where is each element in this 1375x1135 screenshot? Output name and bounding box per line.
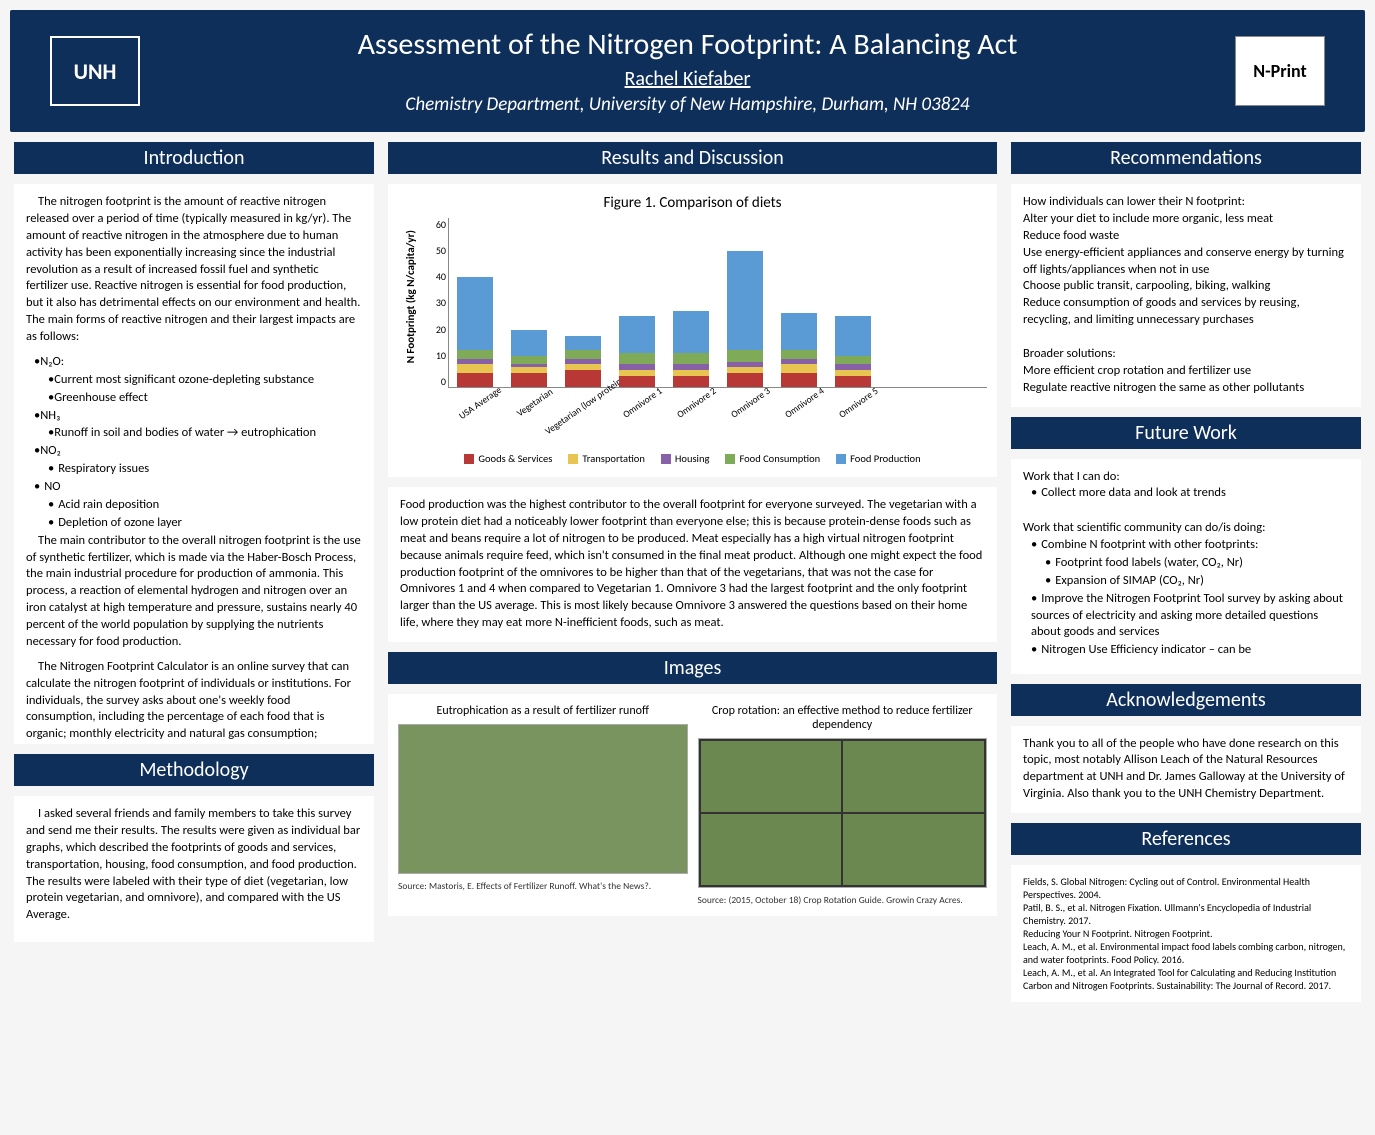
columns: Introduction The nitrogen footprint is t… — [0, 142, 1375, 1127]
y-axis-ticks: 0102030405060 — [430, 218, 446, 388]
rec-4: Choose public transit, carpooling, bikin… — [1023, 278, 1349, 295]
refs-heading: References — [1011, 823, 1361, 855]
no2-1: Respiratory issues — [48, 461, 362, 478]
results-text: Food production was the highest contribu… — [400, 497, 982, 630]
future-2a: Footprint food labels (water, CO₂, Nr) — [1045, 555, 1349, 572]
affiliation: Chemistry Department, University of New … — [358, 93, 1018, 116]
left-column: Introduction The nitrogen footprint is t… — [14, 142, 374, 1127]
bar-3: Omnivore 1 — [619, 316, 655, 387]
intro-list: •N₂O: •Current most significant ozone-de… — [26, 354, 362, 532]
bar-6: Omnivore 4 — [781, 313, 817, 387]
n2o-label: •N₂O: — [34, 354, 362, 371]
nh3-label: •NH₃ — [34, 408, 362, 425]
right-column: Recommendations How individuals can lowe… — [1011, 142, 1361, 1127]
chart-legend: Goods & ServicesTransportationHousingFoo… — [398, 448, 987, 473]
uni-logo: UNH — [50, 36, 140, 106]
rec-5: Reduce consumption of goods and services… — [1023, 295, 1349, 329]
methods-heading: Methodology — [14, 754, 374, 786]
image-right-source: Source: (2015, October 18) Crop Rotation… — [698, 894, 988, 906]
title-bar: UNH Assessment of the Nitrogen Footprint… — [10, 10, 1365, 132]
bar-chart: N Footpringt (kg N/capita/yr) 0102030405… — [398, 218, 987, 448]
future-2b: Expansion of SIMAP (CO₂, Nr) — [1045, 573, 1349, 590]
intro-panel: The nitrogen footprint is the amount of … — [14, 184, 374, 744]
image-right-caption: Crop rotation: an effective method to re… — [698, 704, 988, 732]
bar-7: Omnivore 5 — [835, 316, 871, 387]
ref-1: Fields, S. Global Nitrogen: Cycling out … — [1023, 875, 1349, 901]
future-heading: Future Work — [1011, 417, 1361, 449]
no2-label: •NO₂ — [34, 443, 362, 460]
poster-title: Assessment of the Nitrogen Footprint: A … — [358, 26, 1018, 63]
bar-0: USA Average — [457, 277, 493, 387]
image-left-source: Source: Mastoris, E. Effects of Fertiliz… — [398, 880, 688, 892]
recs-heading: Recommendations — [1011, 142, 1361, 174]
nprint-logo: N-Print — [1235, 36, 1325, 106]
ack-heading: Acknowledgements — [1011, 684, 1361, 716]
future-4: Nitrogen Use Efficiency indicator – can … — [1031, 642, 1349, 659]
future-intro1: Work that I can do: — [1023, 469, 1349, 486]
no-2: Depletion of ozone layer — [48, 515, 362, 532]
image-left: Eutrophication as a result of fertilizer… — [398, 704, 688, 906]
chart-title: Figure 1. Comparison of diets — [398, 194, 987, 212]
bars-container: USA Average Vegetarian Vegetarian (low pro… — [448, 218, 987, 388]
ref-5: Leach, A. M., et al. An Integrated Tool … — [1023, 966, 1349, 992]
images-panel: Eutrophication as a result of fertilizer… — [388, 694, 997, 916]
future-1: Collect more data and look at trends — [1031, 485, 1349, 502]
intro-p3: The Nitrogen Footprint Calculator is an … — [26, 659, 362, 744]
image-left-caption: Eutrophication as a result of fertilizer… — [398, 704, 688, 718]
recs-intro: How individuals can lower their N footpr… — [1023, 194, 1349, 211]
rec-3: Use energy-efficient appliances and cons… — [1023, 245, 1349, 279]
no-label: NO — [34, 479, 362, 496]
ref-4: Leach, A. M., et al. Environmental impac… — [1023, 940, 1349, 966]
bar-5: Omnivore 3 — [727, 251, 763, 387]
results-text-panel: Food production was the highest contribu… — [388, 487, 997, 642]
bar-1: Vegetarian — [511, 330, 547, 387]
n2o-2: •Greenhouse effect — [48, 390, 362, 407]
title-text: Assessment of the Nitrogen Footprint: A … — [358, 26, 1018, 116]
results-heading: Results and Discussion — [388, 142, 997, 174]
future-intro2: Work that scientific community can do/is… — [1023, 520, 1349, 537]
ref-2: Patil, B. S., et al. Nitrogen Fixation. … — [1023, 901, 1349, 927]
no-1: Acid rain deposition — [48, 497, 362, 514]
intro-p2: The main contributor to the overall nitr… — [26, 533, 362, 651]
intro-p1: The nitrogen footprint is the amount of … — [26, 194, 362, 346]
ack-text: Thank you to all of the people who have … — [1023, 736, 1345, 802]
bar-4: Omnivore 2 — [673, 311, 709, 387]
methods-panel: I asked several friends and family membe… — [14, 796, 374, 942]
future-3: Improve the Nitrogen Footprint Tool surv… — [1031, 591, 1349, 642]
future-2: Combine N footprint with other footprint… — [1031, 537, 1349, 554]
bar-2: Vegetarian (low protein) — [565, 336, 601, 387]
author-name: Rachel Kiefaber — [358, 67, 1018, 91]
broad-1: More efficient crop rotation and fertili… — [1023, 363, 1349, 380]
poster: UNH Assessment of the Nitrogen Footprint… — [0, 10, 1375, 1135]
middle-column: Results and Discussion Figure 1. Compari… — [388, 142, 997, 1127]
chart-panel: Figure 1. Comparison of diets N Footprin… — [388, 184, 997, 477]
broad-2: Regulate reactive nitrogen the same as o… — [1023, 380, 1349, 397]
rec-2: Reduce food waste — [1023, 228, 1349, 245]
images-heading: Images — [388, 652, 997, 684]
image-right: Crop rotation: an effective method to re… — [698, 704, 988, 906]
eutrophication-image — [398, 724, 688, 874]
methods-p1: I asked several friends and family membe… — [26, 806, 362, 924]
future-panel: Work that I can do: Collect more data an… — [1011, 459, 1361, 674]
ack-panel: Thank you to all of the people who have … — [1011, 726, 1361, 814]
n2o-1: •Current most significant ozone-depletin… — [48, 372, 362, 389]
intro-heading: Introduction — [14, 142, 374, 174]
nh3-1: •Runoff in soil and bodies of water → eu… — [48, 425, 362, 442]
ref-3: Reducing Your N Footprint. Nitrogen Foot… — [1023, 927, 1349, 940]
crop-rotation-image — [698, 738, 988, 888]
recs-broad-intro: Broader solutions: — [1023, 346, 1349, 363]
y-axis-label: N Footpringt (kg N/capita/yr) — [404, 230, 417, 363]
recs-panel: How individuals can lower their N footpr… — [1011, 184, 1361, 407]
rec-1: Alter your diet to include more organic,… — [1023, 211, 1349, 228]
refs-panel: Fields, S. Global Nitrogen: Cycling out … — [1011, 865, 1361, 1002]
